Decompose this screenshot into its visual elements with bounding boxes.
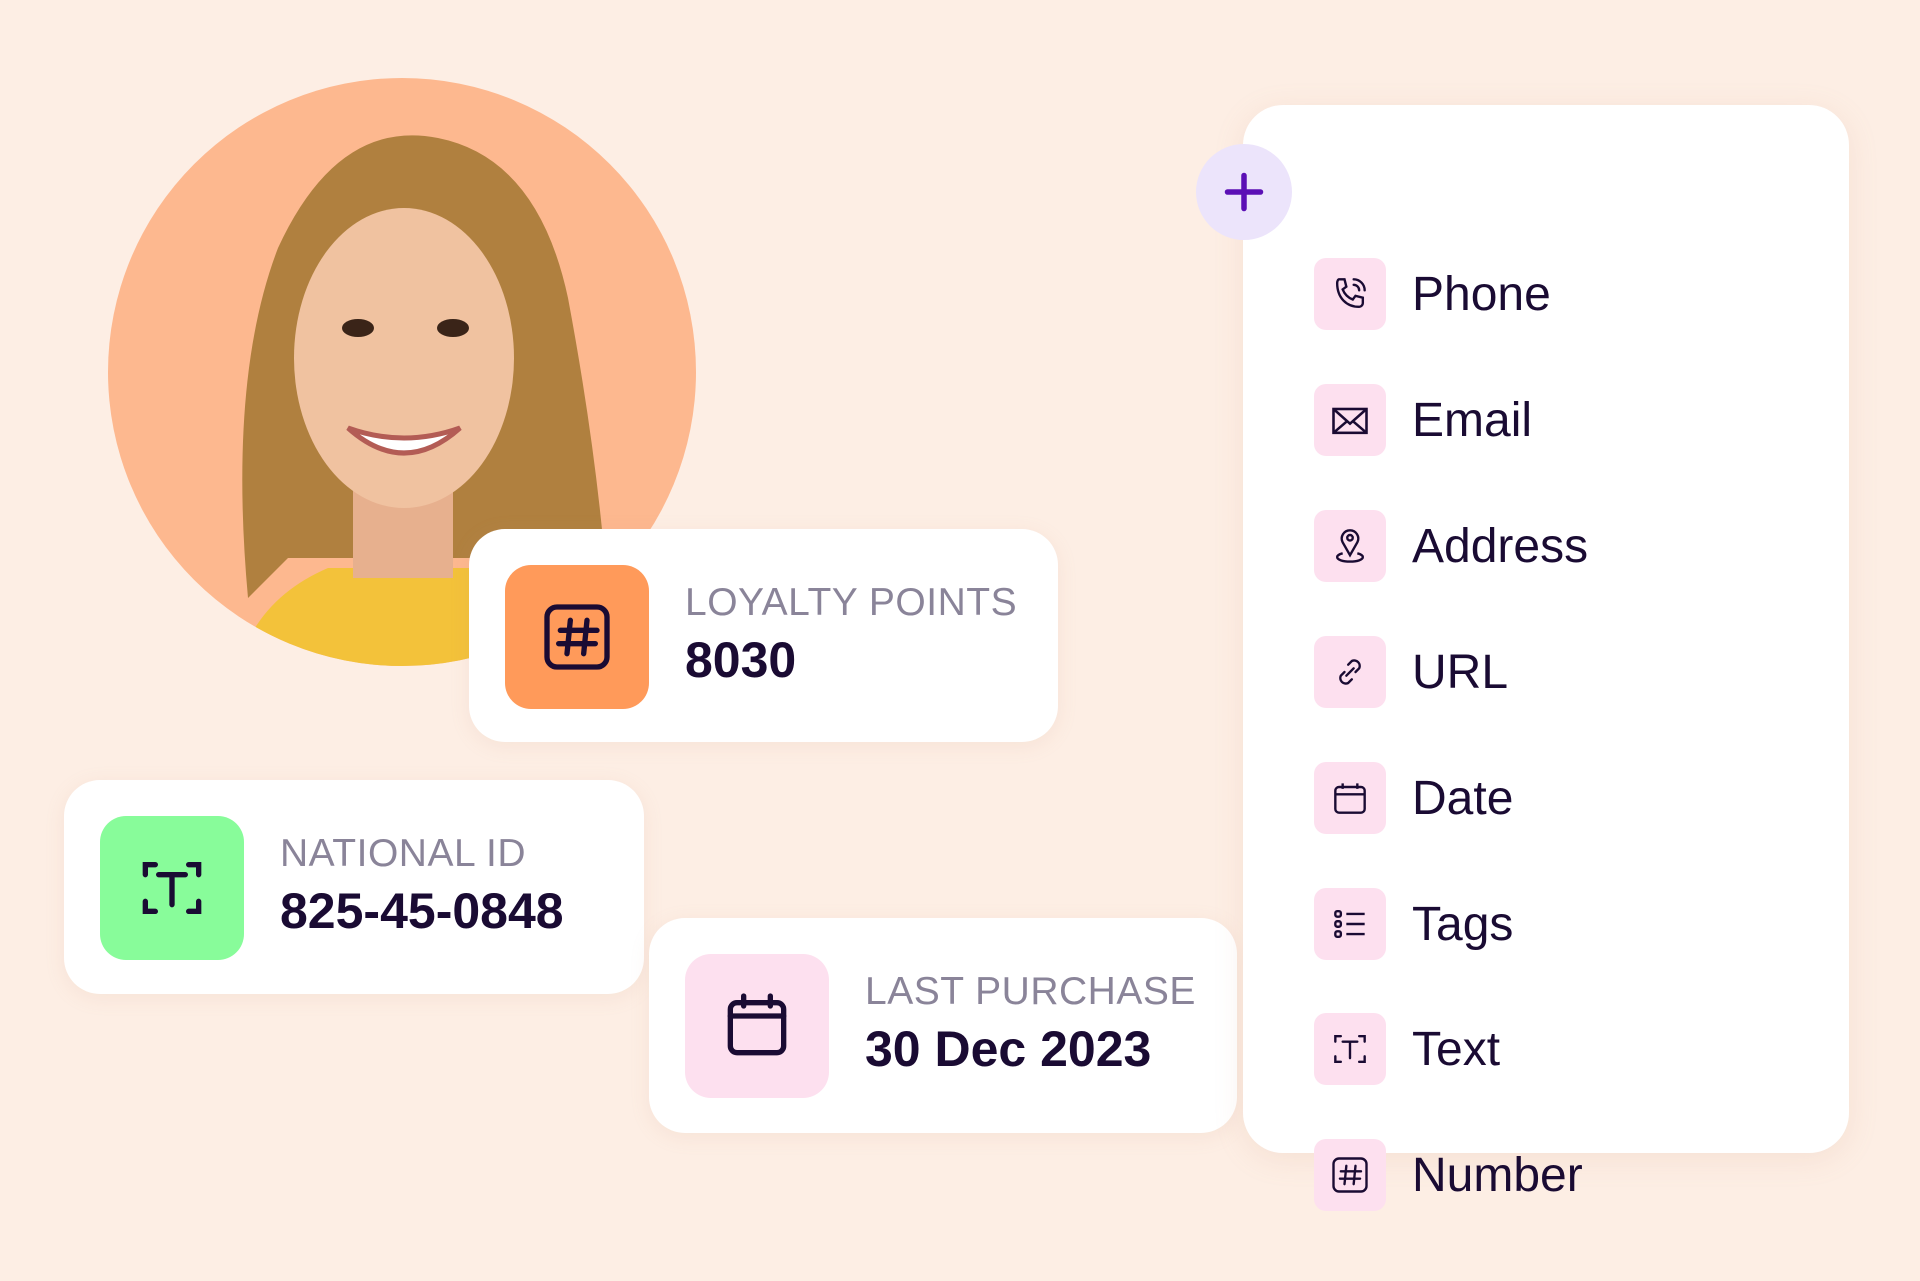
link-icon <box>1314 636 1386 708</box>
calendar-icon <box>685 954 829 1098</box>
menu-item-number[interactable]: Number <box>1314 1139 1583 1211</box>
menu-item-label: Text <box>1412 1022 1501 1076</box>
last-purchase-label: LAST PURCHASE <box>865 970 1196 1013</box>
calendar-icon <box>1314 762 1386 834</box>
location-pin-icon <box>1314 510 1386 582</box>
national-id-card: NATIONAL ID 825-45-0848 <box>64 780 644 994</box>
phone-icon <box>1314 258 1386 330</box>
add-field-button[interactable] <box>1196 144 1292 240</box>
plus-icon <box>1224 172 1264 212</box>
list-icon <box>1314 888 1386 960</box>
text-icon <box>1314 1013 1386 1085</box>
field-type-menu: Phone Email Address URL Date Tags Text N… <box>1243 105 1849 1211</box>
national-id-label: NATIONAL ID <box>280 832 527 875</box>
text-icon <box>100 816 244 960</box>
menu-item-phone[interactable]: Phone <box>1314 258 1551 330</box>
loyalty-points-label: LOYALTY POINTS <box>685 581 1018 624</box>
menu-item-label: Email <box>1412 393 1533 447</box>
menu-item-label: Tags <box>1412 897 1514 951</box>
loyalty-points-value: 8030 <box>685 632 797 688</box>
hash-icon <box>1314 1139 1386 1211</box>
email-icon <box>1314 384 1386 456</box>
menu-item-label: Date <box>1412 771 1514 825</box>
menu-item-label: Address <box>1412 519 1589 573</box>
menu-item-label: URL <box>1412 645 1509 699</box>
last-purchase-value: 30 Dec 2023 <box>865 1021 1152 1077</box>
menu-item-text[interactable]: Text <box>1314 1013 1500 1085</box>
menu-item-email[interactable]: Email <box>1314 384 1532 456</box>
hash-icon <box>505 565 649 709</box>
menu-item-label: Number <box>1412 1148 1583 1202</box>
menu-item-date[interactable]: Date <box>1314 762 1513 834</box>
national-id-value: 825-45-0848 <box>280 883 564 939</box>
menu-item-tags[interactable]: Tags <box>1314 888 1513 960</box>
menu-item-url[interactable]: URL <box>1314 636 1508 708</box>
menu-item-label: Phone <box>1412 267 1551 321</box>
loyalty-points-card: LOYALTY POINTS 8030 <box>469 529 1058 742</box>
last-purchase-card: LAST PURCHASE 30 Dec 2023 <box>649 918 1237 1133</box>
menu-item-address[interactable]: Address <box>1314 510 1588 582</box>
profile-photo <box>108 78 696 666</box>
